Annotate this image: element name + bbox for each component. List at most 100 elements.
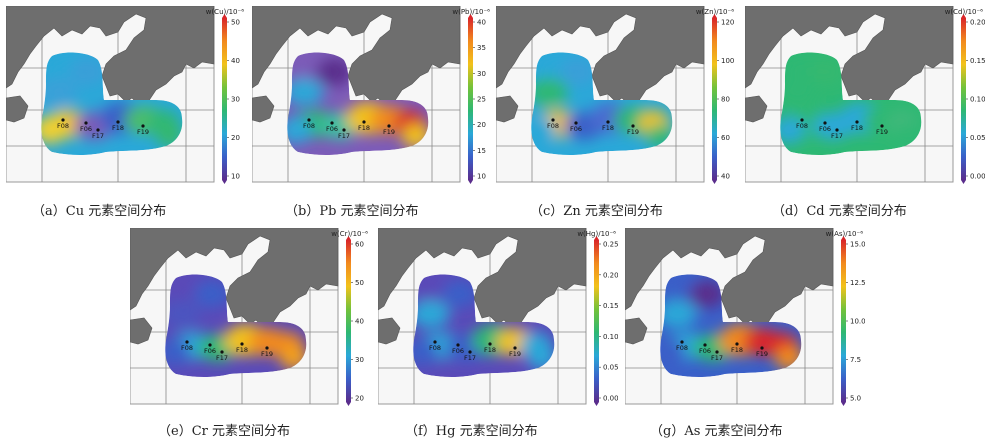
station-label: F06 — [326, 125, 338, 133]
scale-tick-label: 0.00 — [970, 173, 985, 181]
station-label: F17 — [338, 132, 350, 140]
land-mass — [129, 227, 339, 327]
station-label: F17 — [711, 354, 723, 362]
scale-tick-label: 0.00 — [603, 395, 618, 403]
caption-cd: （d）Cd 元素空间分布 — [772, 204, 907, 219]
station-marker — [456, 343, 460, 347]
scale-tick-label: 50 — [231, 19, 240, 27]
color-scale-bar — [594, 240, 599, 402]
station-marker — [574, 121, 578, 125]
scale-tick-label: 0.20 — [970, 19, 985, 27]
scale-tick-label: 40 — [477, 19, 486, 27]
station-marker — [715, 350, 719, 354]
concentration-zone — [689, 280, 725, 308]
scale-tick-label: 10.0 — [850, 318, 865, 326]
station-marker — [387, 124, 391, 128]
station-marker — [735, 342, 739, 346]
color-scale-bar — [841, 240, 846, 402]
station-marker — [84, 121, 88, 125]
land-mass — [251, 5, 461, 105]
land-mass — [5, 95, 29, 123]
concentration-zone — [531, 78, 568, 106]
concentration-zone — [809, 58, 845, 86]
station-marker — [265, 346, 269, 350]
land-mass — [495, 5, 705, 105]
station-marker — [835, 128, 839, 132]
station-marker — [141, 124, 145, 128]
station-marker — [185, 340, 189, 344]
station-label: F08 — [57, 122, 69, 130]
scale-unit-label: w(Hg)/10⁻⁶ — [577, 230, 616, 238]
panel-as: F08 F06 F17 F18 F19 w(As)/10⁻⁶ 15.0 12.5 10.0 7.5… — [624, 227, 866, 416]
scale-tick-label: 35 — [477, 44, 486, 52]
station-marker — [800, 118, 804, 122]
station-marker — [513, 346, 517, 350]
color-scale-bar — [712, 18, 717, 180]
station-marker — [208, 343, 212, 347]
station-label: F08 — [796, 122, 808, 130]
scale-tick-label: 30 — [477, 70, 486, 78]
concentration-zone — [560, 58, 596, 86]
station-marker — [61, 118, 65, 122]
scale-tick-label: 0.15 — [603, 302, 618, 310]
concentration-zone — [287, 78, 324, 106]
station-label: F19 — [383, 128, 395, 136]
station-marker — [631, 124, 635, 128]
scale-tick-label: 40 — [721, 173, 730, 181]
scale-tick-label: 0.10 — [970, 96, 985, 104]
station-label: F06 — [452, 347, 464, 355]
scale-tick-label: 0.20 — [603, 271, 618, 279]
concentration-zone — [194, 280, 230, 308]
scale-tick-label: 0.05 — [970, 134, 985, 142]
land-mass — [377, 227, 587, 327]
station-label: F06 — [570, 125, 582, 133]
station-label: F18 — [236, 346, 248, 354]
station-marker — [551, 118, 555, 122]
scale-tick-label: 40 — [231, 57, 240, 65]
scale-tick-label: 0.05 — [603, 364, 618, 372]
station-label: F19 — [876, 128, 888, 136]
station-marker — [823, 121, 827, 125]
station-marker — [96, 128, 100, 132]
panel-hg: F08 F06 F17 F18 F19 w(Hg)/10⁻⁶ 0.25 0.20 0.15 0.1… — [377, 227, 619, 416]
scale-tick-label: 7.5 — [850, 356, 861, 364]
station-label: F08 — [676, 344, 688, 352]
station-label: F19 — [756, 350, 768, 358]
scale-tick-label: 0.15 — [970, 57, 985, 65]
concentration-field — [531, 52, 673, 155]
scale-tick-label: 20 — [355, 395, 364, 403]
scale-tick-label: 0.25 — [603, 241, 618, 249]
station-marker — [330, 121, 334, 125]
scale-unit-label: w(Zn)/10⁻⁶ — [696, 8, 734, 16]
station-label: F17 — [92, 132, 104, 140]
station-marker — [468, 350, 472, 354]
concentration-zone — [70, 58, 106, 86]
caption-zn: （c）Zn 元素空间分布 — [530, 204, 663, 219]
scale-unit-label: w(As)/10⁻⁶ — [826, 230, 864, 238]
concentration-zone — [316, 58, 352, 86]
station-marker — [220, 350, 224, 354]
concentration-zone — [41, 78, 78, 106]
station-label: F19 — [137, 128, 149, 136]
scale-tick-label: 10 — [231, 173, 240, 181]
station-label: F19 — [509, 350, 521, 358]
scale-tick-label: 25 — [477, 96, 486, 104]
scale-unit-label: w(Cr)/10⁻⁶ — [331, 230, 368, 238]
scale-tick-label: 60 — [355, 241, 364, 249]
station-marker — [880, 124, 884, 128]
caption-pb: （b）Pb 元素空间分布 — [285, 204, 419, 219]
concentration-field — [287, 52, 429, 155]
station-label: F06 — [80, 125, 92, 133]
color-scale-bar — [222, 18, 227, 180]
scale-tick-label: 10 — [477, 173, 486, 181]
concentration-field — [780, 52, 922, 155]
color-scale-bar — [346, 240, 351, 402]
caption-cu: （a）Cu 元素空间分布 — [32, 204, 167, 219]
station-label: F06 — [819, 125, 831, 133]
scale-tick-label: 30 — [355, 356, 364, 364]
station-label: F19 — [627, 128, 639, 136]
